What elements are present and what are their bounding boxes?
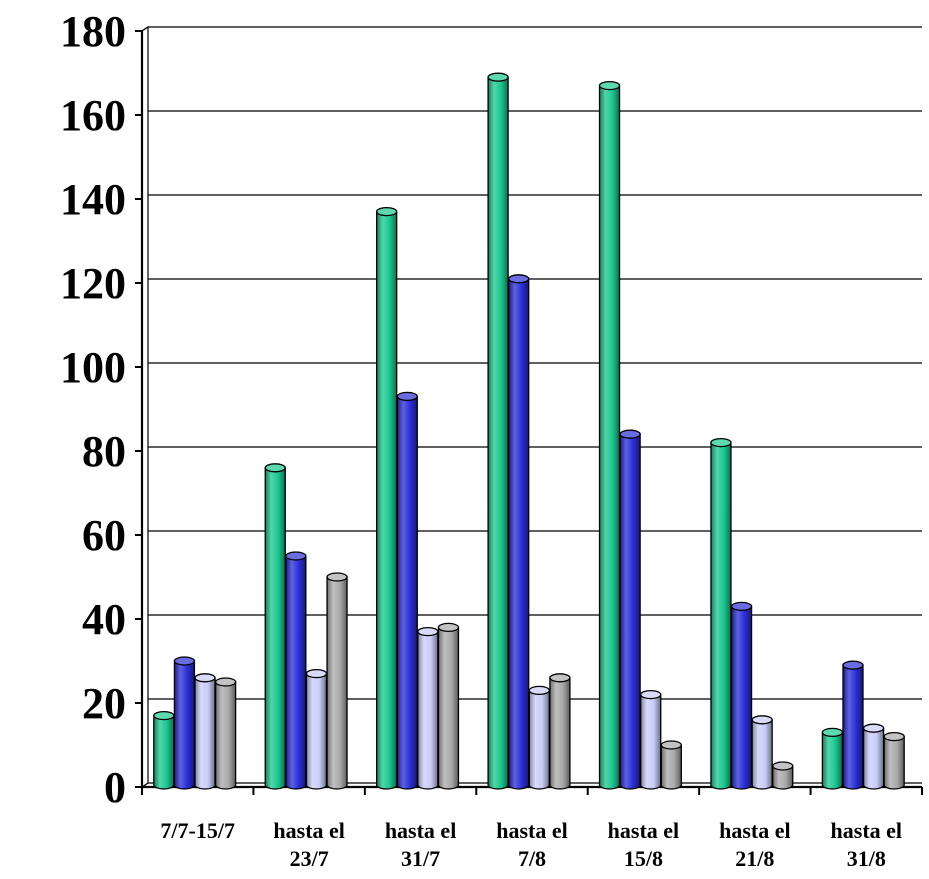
bar xyxy=(842,660,864,790)
bar xyxy=(376,206,398,790)
bar xyxy=(598,80,621,790)
y-tick-label: 20 xyxy=(82,679,126,728)
y-tick-labels: 0 20 40 60 80 100 120 140 160 180 xyxy=(60,7,126,812)
x-category-label: hasta el xyxy=(608,818,680,843)
y-tick-label: 160 xyxy=(60,91,126,140)
y-tick-label: 140 xyxy=(60,175,126,224)
bar xyxy=(619,429,641,790)
y-tick-label: 100 xyxy=(60,343,126,392)
bar xyxy=(285,551,307,790)
bar xyxy=(305,668,328,790)
y-tick-label: 80 xyxy=(82,427,126,476)
x-category-label: 31/7 xyxy=(401,846,440,871)
axes xyxy=(135,25,923,795)
bar xyxy=(264,463,286,790)
bar xyxy=(396,391,418,790)
bar xyxy=(640,689,662,790)
bar xyxy=(862,723,885,790)
bar xyxy=(194,673,216,790)
bar xyxy=(883,731,905,790)
bar xyxy=(487,72,509,790)
bar xyxy=(326,572,348,790)
y-tick-label: 0 xyxy=(104,763,126,812)
x-category-labels: 7/7-15/7 hasta el 23/7 hasta el 31/7 hasta el… xyxy=(160,818,902,871)
bar xyxy=(710,437,732,790)
bar xyxy=(821,727,844,790)
y-tick-label: 60 xyxy=(82,511,126,560)
bars xyxy=(153,72,905,790)
x-category-label: hasta el xyxy=(496,818,568,843)
x-category-label: 15/8 xyxy=(624,846,663,871)
bar xyxy=(751,715,773,790)
bar xyxy=(173,656,196,790)
y-tick-label: 180 xyxy=(60,7,126,56)
gridlines xyxy=(141,26,922,788)
x-category-label: 21/8 xyxy=(735,846,774,871)
x-category-label: 7/7-15/7 xyxy=(160,818,235,843)
bar xyxy=(437,622,460,790)
x-category-label: 7/8 xyxy=(518,846,546,871)
x-category-label: 23/7 xyxy=(290,846,329,871)
x-category-label: hasta el xyxy=(831,818,903,843)
bar xyxy=(214,677,237,790)
bar xyxy=(549,673,571,790)
y-tick-label: 120 xyxy=(60,259,126,308)
x-category-label: 31/8 xyxy=(847,846,886,871)
y-tick-label: 40 xyxy=(82,595,126,644)
x-category-label: hasta el xyxy=(385,818,457,843)
bar xyxy=(772,761,794,790)
bar xyxy=(508,274,530,790)
bar xyxy=(730,601,753,790)
x-category-label: hasta el xyxy=(719,818,791,843)
bar xyxy=(153,710,175,790)
bar xyxy=(417,626,439,790)
bar xyxy=(660,740,682,790)
bar xyxy=(528,685,550,790)
x-category-label: hasta el xyxy=(273,818,345,843)
